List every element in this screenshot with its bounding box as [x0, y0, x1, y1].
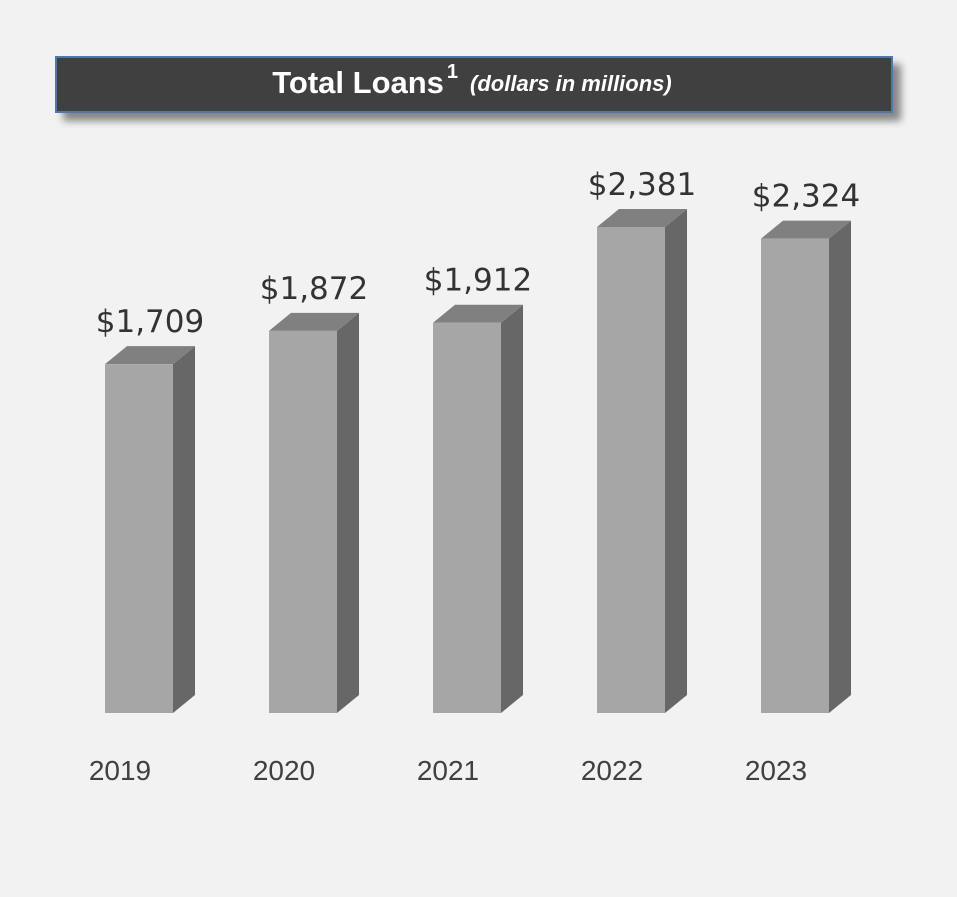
x-tick-label: 2019	[89, 755, 151, 786]
value-label: $1,709	[96, 304, 204, 340]
bar	[597, 227, 665, 713]
bar-top	[269, 312, 359, 331]
bar-top	[761, 220, 851, 239]
bar-side	[829, 220, 851, 713]
chart-title: Total Loans	[272, 65, 444, 100]
x-tick-label: 2020	[253, 755, 315, 786]
chart-subtitle: (dollars in millions)	[470, 71, 672, 96]
bar-side	[173, 346, 195, 713]
bar-side	[665, 209, 687, 713]
bar-side	[337, 312, 359, 713]
title-footnote: 1	[447, 61, 458, 83]
x-tick-label: 2022	[581, 755, 643, 786]
bar-top	[597, 209, 687, 227]
bar	[761, 238, 829, 713]
value-label: $1,912	[424, 263, 532, 299]
x-tick-label: 2021	[417, 755, 479, 786]
bar	[105, 364, 173, 713]
x-tick-label: 2023	[745, 755, 807, 786]
bar-top	[105, 346, 195, 365]
bar	[433, 322, 501, 713]
bar	[269, 330, 337, 713]
value-label: $1,872	[260, 271, 368, 307]
bar-top	[433, 304, 523, 323]
value-label: $2,381	[588, 167, 696, 203]
chart-title-line: Total Loans 1 (dollars in millions)	[272, 61, 671, 100]
value-label: $2,324	[752, 179, 860, 215]
bar-side	[501, 304, 523, 713]
title-box	[55, 56, 893, 113]
